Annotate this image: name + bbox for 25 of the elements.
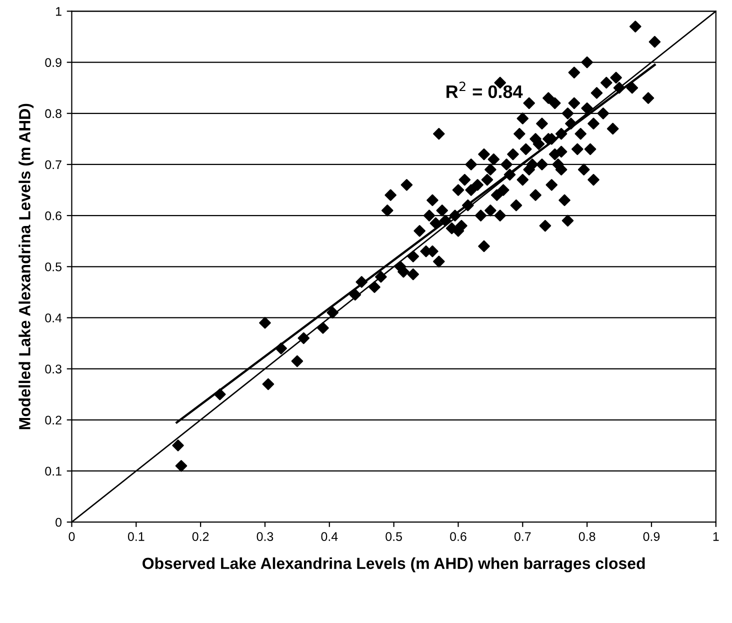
x-tick-label: 0.4 bbox=[321, 532, 338, 541]
x-tick-label: 0.7 bbox=[514, 532, 531, 541]
x-tick-label: 0.2 bbox=[192, 532, 209, 541]
y-tick-label: 0.9 bbox=[45, 58, 62, 67]
y-tick-label: 0.6 bbox=[45, 211, 62, 220]
x-axis-title: Observed Lake Alexandrina Levels (m AHD) when barrages closed bbox=[142, 557, 645, 572]
y-tick-label: 0 bbox=[56, 518, 62, 527]
x-tick-label: 1 bbox=[713, 532, 719, 541]
annotation: R$^{2}$ = 0.84 bbox=[446, 82, 523, 98]
x-tick-label: 0 bbox=[68, 532, 75, 541]
y-axis-title: Modelled Lake Alexandrina Levels (m AHD) bbox=[18, 104, 34, 430]
x-tick-label: 0.8 bbox=[578, 532, 596, 541]
y-tick-label: 0.2 bbox=[45, 416, 62, 425]
y-tick-label: 0.3 bbox=[45, 364, 62, 374]
y-tick-label: 0.8 bbox=[45, 109, 62, 118]
x-tick-label: 0.3 bbox=[256, 532, 274, 541]
y-tick-label: 1 bbox=[56, 7, 62, 16]
y-tick-label: 0.7 bbox=[45, 160, 62, 170]
x-tick-label: 0.6 bbox=[450, 532, 466, 541]
y-tick-label: 0.5 bbox=[45, 262, 62, 272]
x-tick-label: 0.5 bbox=[386, 532, 402, 541]
y-tick-label: 0.1 bbox=[45, 466, 62, 476]
x-tick-label: 0.9 bbox=[643, 532, 660, 541]
x-tick-label: 0.1 bbox=[128, 532, 144, 541]
y-tick-label: 0.4 bbox=[45, 314, 62, 322]
